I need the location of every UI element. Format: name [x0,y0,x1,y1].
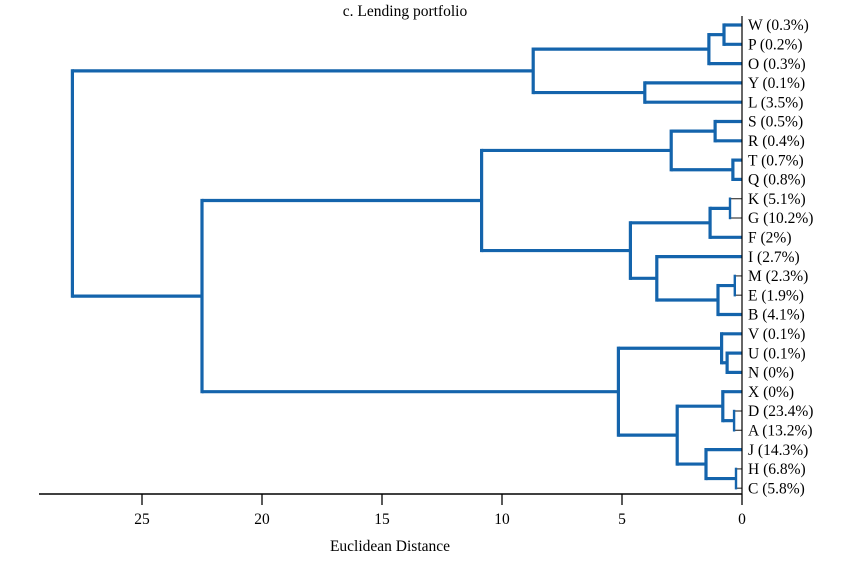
leaf-labels: W (0.3%) P (0.2%) O (0.3%) Y (0.1%) L (3.5%)… [748,17,813,497]
leaf-label-O: O (0.3%) [748,56,806,73]
leaf-label-A: A (13.2%) [748,423,813,440]
leaf-label-R: R (0.4%) [748,133,805,150]
leaf-label-G: G (10.2%) [748,210,813,227]
leaf-label-Y: Y (0.1%) [748,75,805,92]
x-axis-tick-label: 15 [374,511,390,528]
leaf-label-F: F (2%) [748,230,791,247]
x-axis-tick-label: 10 [494,511,510,528]
leaf-label-I: I (2.7%) [748,249,800,266]
leaf-label-V: V (0.1%) [748,326,805,343]
x-axis-tick-label: 0 [738,511,746,528]
leaf-label-J: J (14.3%) [748,442,808,459]
x-axis: 25 20 15 10 5 0 [39,16,746,528]
leaf-label-K: K (5.1%) [748,191,806,208]
leaf-label-W: W (0.3%) [748,17,809,34]
leaf-label-N: N (0%) [748,365,794,382]
leaf-label-U: U (0.1%) [748,345,806,362]
leaf-label-M: M (2.3%) [748,268,808,285]
leaf-label-H: H (6.8%) [748,461,806,478]
leaf-label-T: T (0.7%) [748,152,804,169]
chart-title: c. Lending portfolio [343,3,468,20]
x-axis-tick-label: 5 [618,511,626,528]
leaf-label-B: B (4.1%) [748,307,805,324]
leaf-label-P: P (0.2%) [748,37,803,54]
leaf-label-Q: Q (0.8%) [748,172,806,189]
leaf-label-L: L (3.5%) [748,94,803,111]
x-axis-title: Euclidean Distance [330,538,450,555]
leaf-label-E: E (1.9%) [748,287,804,304]
x-axis-tick-label: 20 [254,511,270,528]
x-axis-tick-label: 25 [134,511,150,528]
leaf-label-D: D (23.4%) [748,403,813,420]
leaf-label-S: S (0.5%) [748,114,803,131]
leaf-label-X: X (0%) [748,384,794,401]
leaf-label-C: C (5.8%) [748,480,805,497]
dendrogram-tree [70,23,742,490]
